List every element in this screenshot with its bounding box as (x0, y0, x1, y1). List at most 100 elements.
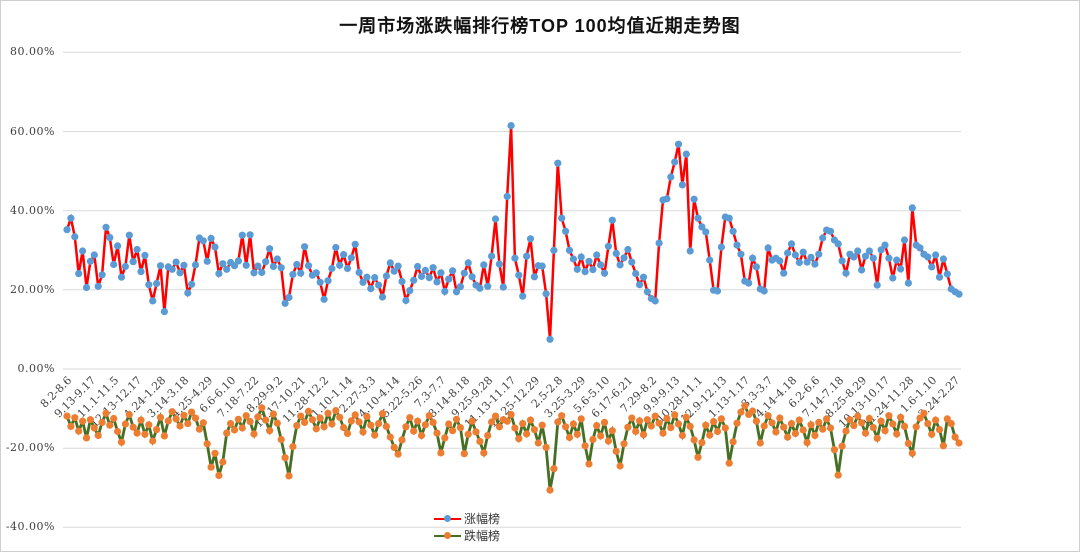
losers-marker-icon (444, 532, 451, 539)
gainers-point (655, 239, 663, 247)
gainers-point (180, 261, 188, 269)
losers-point (515, 435, 523, 443)
losers-point (717, 415, 726, 423)
gainers-point (686, 247, 694, 255)
losers-point (924, 420, 932, 428)
losers-point (421, 421, 429, 429)
losers-point (620, 440, 628, 448)
losers-point (308, 416, 316, 424)
losers-point (394, 450, 402, 458)
losers-point (916, 414, 924, 422)
losers-point (367, 421, 375, 429)
losers-point (472, 428, 480, 436)
losers-point (445, 420, 453, 428)
gainers-point (776, 257, 784, 265)
gainers-point (121, 262, 129, 271)
gainers-point (410, 276, 418, 284)
losers-point (752, 417, 761, 425)
y-axis-tick-label: -20.00% (5, 441, 55, 455)
gainers-point (250, 269, 258, 277)
gainers-point (733, 241, 741, 249)
gainers-point (452, 288, 461, 296)
gainers-point (234, 257, 242, 265)
losers-point (137, 416, 145, 424)
gainers-point (129, 258, 137, 266)
losers-point (433, 429, 441, 437)
gainers-point (916, 244, 924, 252)
losers-point (534, 439, 542, 447)
gainers-point (285, 293, 293, 301)
gainers-point (558, 214, 566, 222)
gainers-point (371, 274, 379, 282)
gainers-point (207, 234, 215, 242)
losers-point (749, 407, 757, 415)
gainers-point (417, 272, 426, 280)
gainers-point (519, 292, 527, 300)
gainers-point (581, 268, 589, 276)
gainers-point (729, 227, 737, 235)
gainers-point (347, 254, 355, 262)
losers-point (355, 418, 363, 426)
losers-point (75, 427, 83, 435)
losers-point (98, 418, 106, 426)
losers-point (250, 430, 258, 438)
losers-point (449, 427, 457, 435)
losers-point (733, 419, 741, 427)
losers-point (86, 416, 94, 424)
gainers-point (737, 250, 745, 258)
gainers-point (943, 270, 951, 278)
losers-point (698, 439, 706, 447)
losers-point (382, 422, 390, 430)
losers-point (488, 418, 496, 426)
losers-point (262, 416, 270, 424)
gainers-point (893, 256, 901, 264)
losers-point (694, 453, 702, 461)
losers-point (340, 424, 348, 432)
gainers-point (530, 273, 539, 281)
gainers-point (110, 260, 118, 269)
gainers-point (616, 261, 624, 269)
losers-point (682, 413, 690, 421)
gainers-point (468, 273, 476, 281)
losers-point (480, 449, 488, 457)
losers-point (671, 411, 679, 419)
gainers-point (316, 278, 324, 286)
losers-point (191, 414, 200, 422)
gainers-point (98, 271, 106, 279)
losers-point (873, 434, 881, 442)
legend: 涨幅榜 跌幅榜 (434, 510, 500, 544)
losers-point (674, 420, 683, 428)
gainers-point (160, 308, 168, 316)
gainers-point (90, 251, 98, 259)
gainers-point (114, 242, 122, 250)
losers-point (558, 412, 566, 420)
losers-point (425, 412, 433, 420)
losers-point (721, 424, 729, 432)
y-axis-tick-label: 20.00% (10, 282, 55, 296)
losers-point (850, 422, 858, 430)
losers-point (180, 411, 188, 419)
losers-point (304, 407, 313, 415)
losers-point (145, 421, 153, 429)
y-axis-tick-label: 60.00% (10, 124, 55, 138)
losers-point (834, 471, 842, 479)
gainers-point (542, 290, 550, 298)
gainers-point (429, 264, 437, 272)
gainers-point (153, 279, 161, 288)
gainers-point (141, 251, 149, 259)
losers-point (289, 443, 297, 451)
gainers-point (464, 259, 472, 267)
losers-point (826, 424, 835, 432)
gainers-point (795, 258, 803, 267)
losers-point (359, 428, 367, 436)
gainers-point (137, 268, 145, 276)
gainers-point (351, 240, 359, 248)
gainers-point (421, 266, 429, 274)
gainers-point (612, 249, 620, 257)
gainers-point (935, 273, 944, 281)
gainers-point (636, 281, 644, 289)
gainers-marker-icon (444, 515, 451, 522)
losers-point (636, 417, 644, 425)
losers-point (737, 408, 745, 416)
gainers-point (690, 195, 698, 203)
